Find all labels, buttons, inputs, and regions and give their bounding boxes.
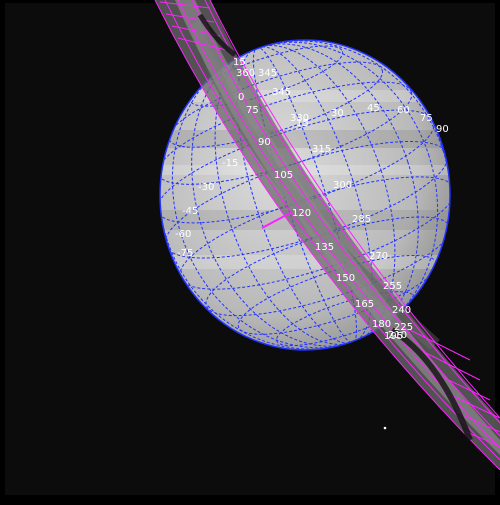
lat-label: -15 [222, 158, 238, 169]
lat-label: -30 [198, 182, 214, 193]
top-label: 75 [420, 113, 433, 124]
top-label: 15 [296, 118, 309, 129]
star [383, 426, 387, 430]
lon-label: 105 [274, 170, 293, 181]
lon-label: 120 [292, 208, 311, 219]
lon-label: 165 [355, 299, 374, 310]
lon-label: 150 [336, 273, 355, 284]
rings [154, 0, 500, 471]
grid-labels: 15 0 -15 -30 -45 -60 -75 360 345 345 75 … [175, 57, 449, 342]
lon-label: 285 [352, 214, 371, 225]
top-label: 345 [258, 68, 277, 79]
lon-label: 195 [384, 331, 403, 342]
top-label: 360 [236, 68, 255, 79]
lat-label: -75 [177, 248, 193, 259]
top-label: 75 [246, 105, 259, 116]
lon-label: 300 [333, 180, 352, 191]
top-label: 345 [272, 87, 291, 98]
top-label: 90 [258, 137, 271, 148]
lon-label: 180 [372, 319, 391, 330]
top-label: 90 [436, 124, 449, 135]
lat-label: 15 [233, 57, 246, 68]
top-label: 330 [290, 113, 309, 124]
lon-label: 210 [388, 330, 407, 341]
lon-label: 315 [312, 144, 331, 155]
lat-label: -60 [175, 229, 191, 240]
lon-label: 135 [315, 242, 334, 253]
lon-label: 270 [369, 251, 388, 262]
lon-label: 255 [383, 281, 402, 292]
lat-label: 0 [238, 92, 244, 103]
lon-label: 240 [392, 305, 411, 316]
top-label: 60 [397, 105, 410, 116]
lon-label: 225 [394, 322, 413, 333]
top-label: 30 [331, 108, 344, 119]
lat-label: -45 [182, 206, 198, 217]
top-label: 45 [367, 103, 380, 114]
ring-pointer [261, 211, 293, 229]
